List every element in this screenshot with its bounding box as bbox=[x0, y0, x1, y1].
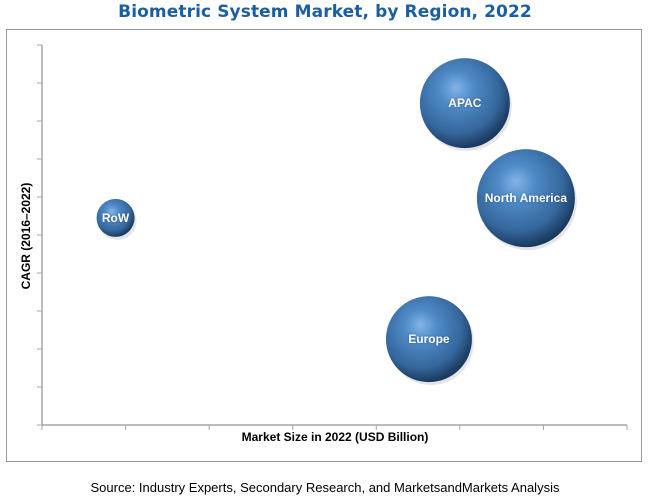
bubble-label: Europe bbox=[408, 332, 450, 347]
bubble-label: APAC bbox=[448, 96, 482, 111]
source-note: Source: Industry Experts, Secondary Rese… bbox=[90, 480, 560, 495]
axes bbox=[37, 44, 628, 430]
bubble-north-america bbox=[476, 149, 575, 248]
chart-frame bbox=[6, 29, 642, 462]
bubble-label: RoW bbox=[101, 210, 130, 225]
bubble-row bbox=[96, 198, 135, 237]
bubbles bbox=[96, 58, 577, 386]
bubble-apac bbox=[419, 58, 510, 149]
bubble-label: North America bbox=[484, 191, 567, 206]
y-axis-label: CAGR (2016–2022) bbox=[19, 182, 33, 290]
chart-title: Biometric System Market, by Region, 2022 bbox=[118, 2, 532, 22]
bubble-europe bbox=[385, 296, 472, 383]
x-axis-label: Market Size in 2022 (USD Billion) bbox=[241, 430, 429, 444]
